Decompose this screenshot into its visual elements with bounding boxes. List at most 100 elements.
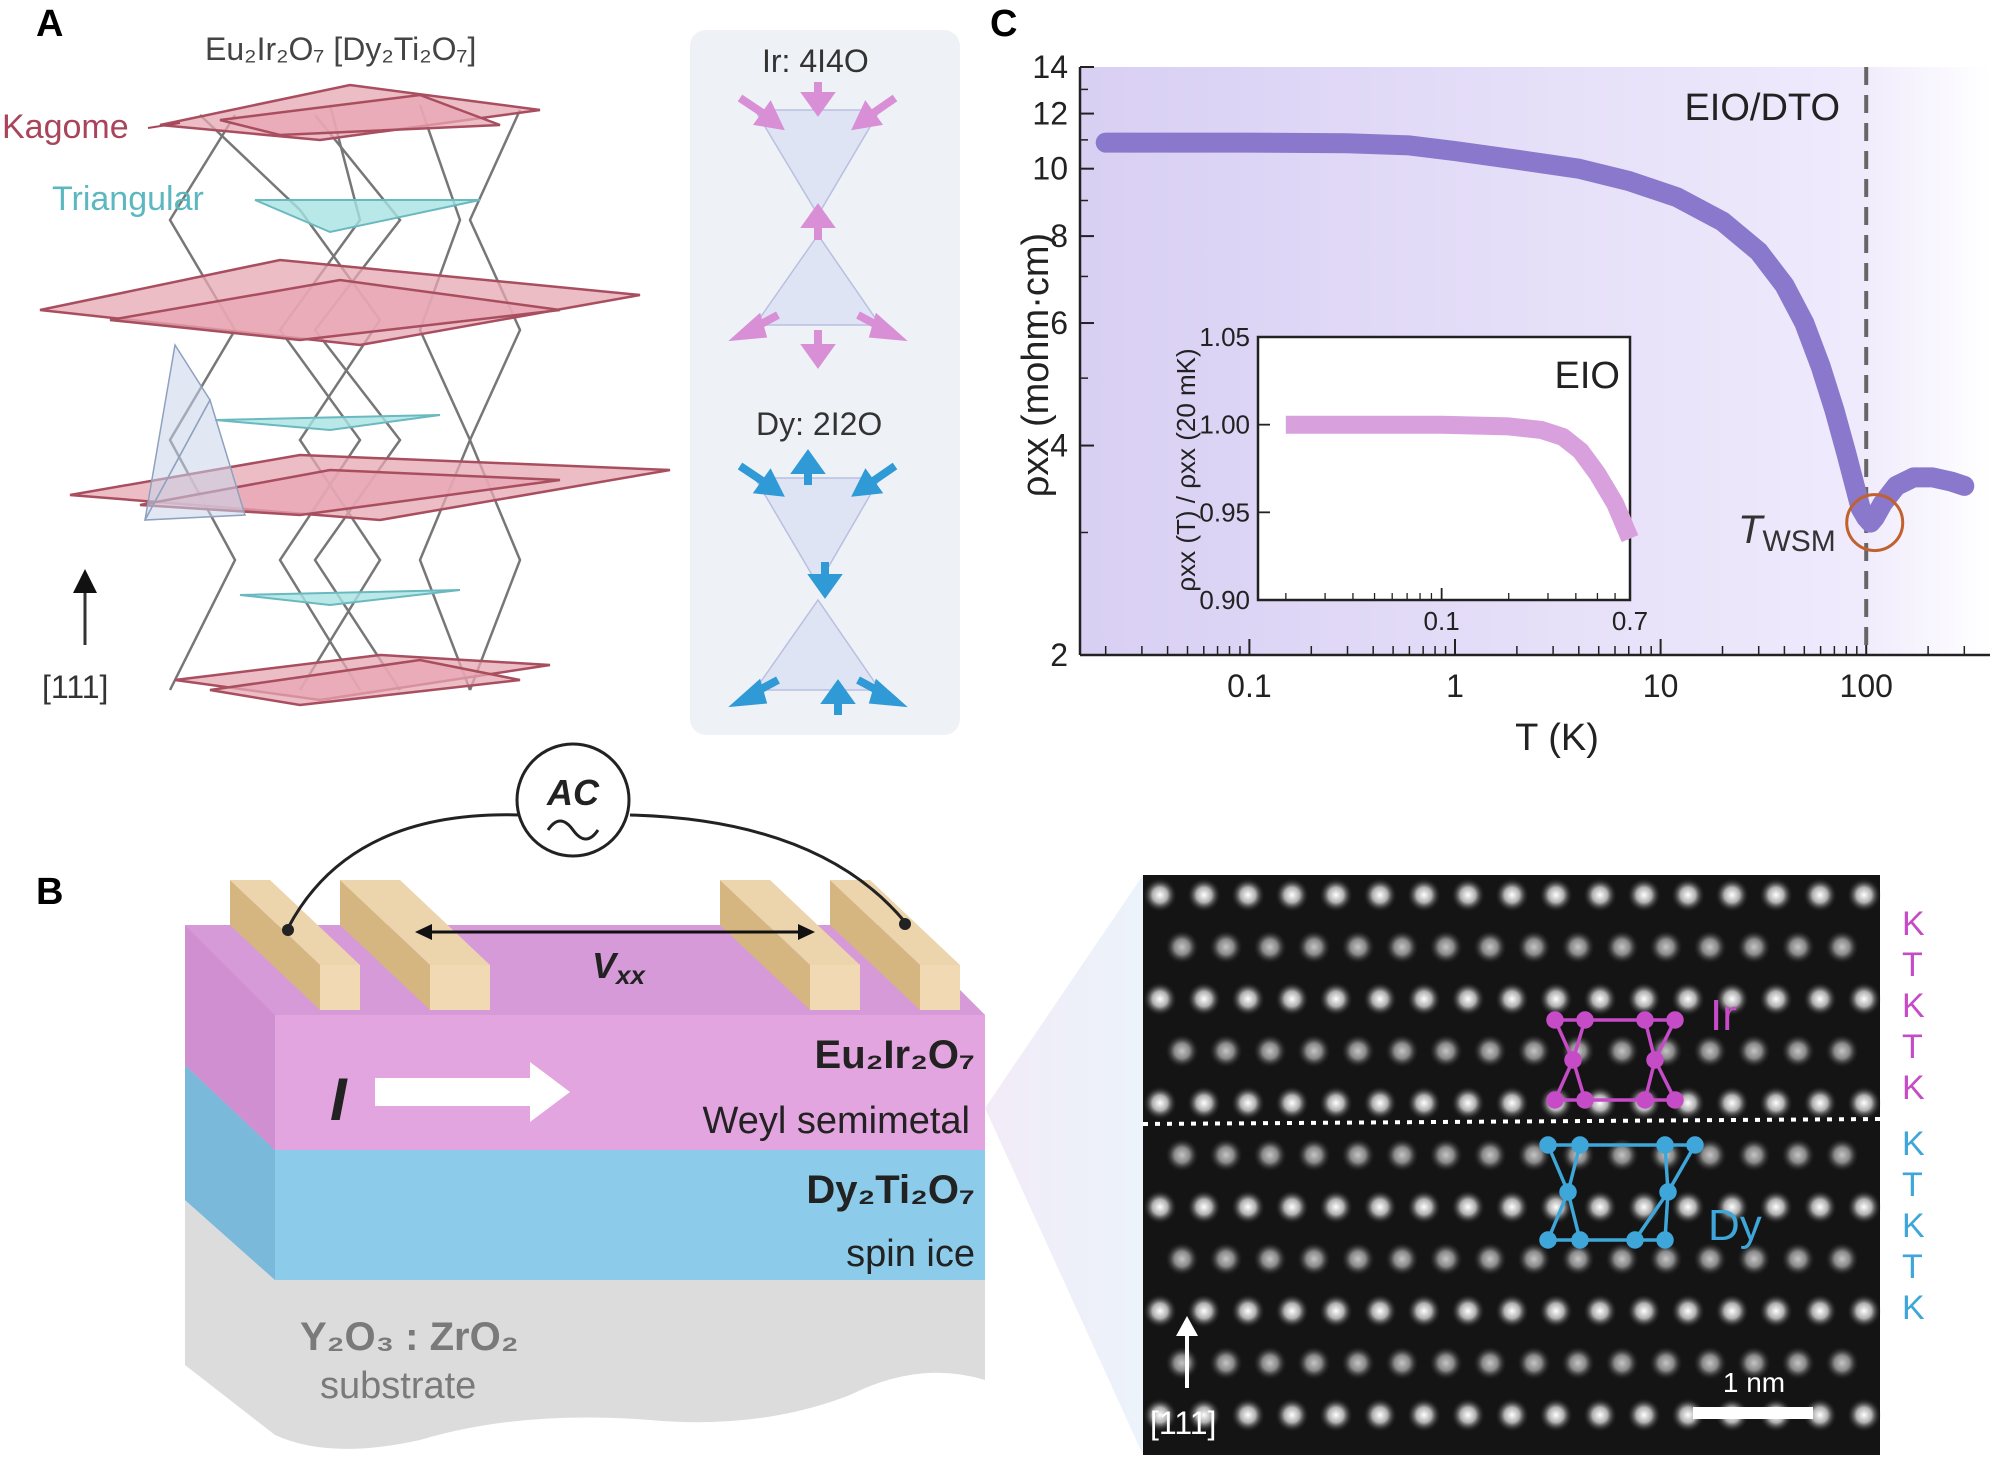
atom-column: [1319, 1190, 1353, 1224]
atom-column: [1187, 878, 1221, 912]
atom-column: [1781, 1346, 1815, 1380]
dy-config-label: Dy: 2I2O: [756, 406, 882, 442]
kagome-label: Kagome: [2, 108, 129, 146]
atom-column: [1539, 1398, 1573, 1432]
stack-bottom-1: T: [1902, 1166, 1923, 1204]
atom-column: [1583, 878, 1617, 912]
atom-column: [1539, 1294, 1573, 1328]
stem-image: Ir Dy [111] 1 nm: [1142, 875, 1881, 1455]
stack-bottom-4: K: [1902, 1289, 1925, 1327]
twsm-subscript: WSM: [1762, 525, 1835, 558]
atom-column: [1693, 930, 1727, 964]
inset-chart: 0.1 0.7 0.90 0.95 1.00 1.05 EIO ρxx (T) / ρxx (…: [1171, 322, 1648, 636]
atom-column: [1143, 1398, 1177, 1432]
contact-4: [830, 880, 960, 1010]
atom-column: [1627, 878, 1661, 912]
atom-column: [1165, 1242, 1199, 1276]
atom-column: [1363, 1294, 1397, 1328]
interface-line: [1142, 1117, 1881, 1126]
atom-column: [1231, 878, 1265, 912]
zoom-fan: [985, 875, 1143, 1455]
dy-spin-arrows: [728, 449, 908, 715]
atom-column: [1187, 1398, 1221, 1432]
stem-direction-label: [111]: [1150, 1405, 1216, 1441]
atom-column: [1715, 1086, 1749, 1120]
stack-top-0: K: [1902, 905, 1925, 943]
atom-column: [1517, 930, 1551, 964]
atom-column: [1825, 930, 1859, 964]
atom-column: [1187, 1190, 1221, 1224]
stack-bottom-3: T: [1902, 1248, 1923, 1286]
atom-column: [1319, 1398, 1353, 1432]
y-axis-label: ρxx (mohm·cm): [1015, 233, 1057, 497]
x-tick-label: 1: [1446, 668, 1464, 704]
resistivity-curve: [1095, 132, 1975, 533]
atom-column: [1539, 878, 1573, 912]
atom-column: [1429, 1138, 1463, 1172]
atom-column: [1275, 1398, 1309, 1432]
eio-formula: Eu₂Ir₂O₇: [815, 1033, 975, 1077]
wire-right: [629, 813, 907, 923]
atom-column: [1429, 1034, 1463, 1068]
atom-column: [1495, 1398, 1529, 1432]
atom-column: [1165, 1034, 1199, 1068]
stack-top-2: K: [1902, 987, 1925, 1025]
atom-column: [1275, 1190, 1309, 1224]
atom-column: [1275, 878, 1309, 912]
ac-label: AC: [546, 772, 600, 813]
atom-column: [1451, 1398, 1485, 1432]
atom-column: [1847, 1086, 1881, 1120]
atom-column: [1693, 1346, 1727, 1380]
dto-description: spin ice: [846, 1233, 975, 1275]
atom-column: [1253, 1034, 1287, 1068]
atom-column: [1209, 930, 1243, 964]
scalebar-label: 1 nm: [1723, 1367, 1785, 1398]
atom-column: [1143, 982, 1177, 1016]
atom-column: [1561, 930, 1595, 964]
atom-column: [1583, 1190, 1617, 1224]
atom-column: [1605, 1346, 1639, 1380]
atom-column: [1605, 1034, 1639, 1068]
atom-column: [1671, 1398, 1705, 1432]
atom-column: [1385, 1138, 1419, 1172]
atom-column: [1847, 1294, 1881, 1328]
substrate-formula: Y₂O₃ : ZrO₂: [300, 1315, 519, 1359]
x-tick-label: 0.1: [1227, 668, 1271, 704]
atom-column: [1253, 1138, 1287, 1172]
atom-column: [1253, 1242, 1287, 1276]
stack-top-4: K: [1902, 1069, 1925, 1107]
atom-column: [1781, 1138, 1815, 1172]
atom-column: [1847, 1190, 1881, 1224]
stacking-sequence-top: K T K T K: [1902, 905, 1925, 1107]
eio-description: Weyl semimetal: [703, 1100, 970, 1142]
vxx-sub: xx: [614, 960, 646, 990]
tetrahedra: [143, 342, 246, 521]
atom-column: [1605, 1242, 1639, 1276]
sine-icon: [546, 819, 600, 841]
atom-column: [1451, 982, 1485, 1016]
atom-column: [1407, 878, 1441, 912]
atom-column: [1473, 1138, 1507, 1172]
atom-column: [1561, 1242, 1595, 1276]
atom-column: [1517, 1346, 1551, 1380]
contact-2: [340, 880, 490, 1010]
atom-column: [1451, 1294, 1485, 1328]
atom-column: [1297, 1242, 1331, 1276]
atom-column: [1539, 982, 1573, 1016]
dy-stem-label: Dy: [1708, 1201, 1762, 1250]
inset-y-tick-label: 1.00: [1199, 410, 1250, 440]
atom-column: [1319, 1086, 1353, 1120]
atom-column: [1803, 878, 1837, 912]
atom-column: [1297, 1138, 1331, 1172]
substrate-block: [185, 1200, 985, 1449]
atom-column: [1847, 878, 1881, 912]
atom-column: [1473, 930, 1507, 964]
atom-column: [1429, 1346, 1463, 1380]
atom-column: [1473, 1346, 1507, 1380]
atom-column: [1363, 878, 1397, 912]
atom-column: [1825, 1242, 1859, 1276]
kagome-planes: [39, 83, 671, 707]
atom-column: [1759, 1190, 1793, 1224]
atom-column: [1583, 982, 1617, 1016]
